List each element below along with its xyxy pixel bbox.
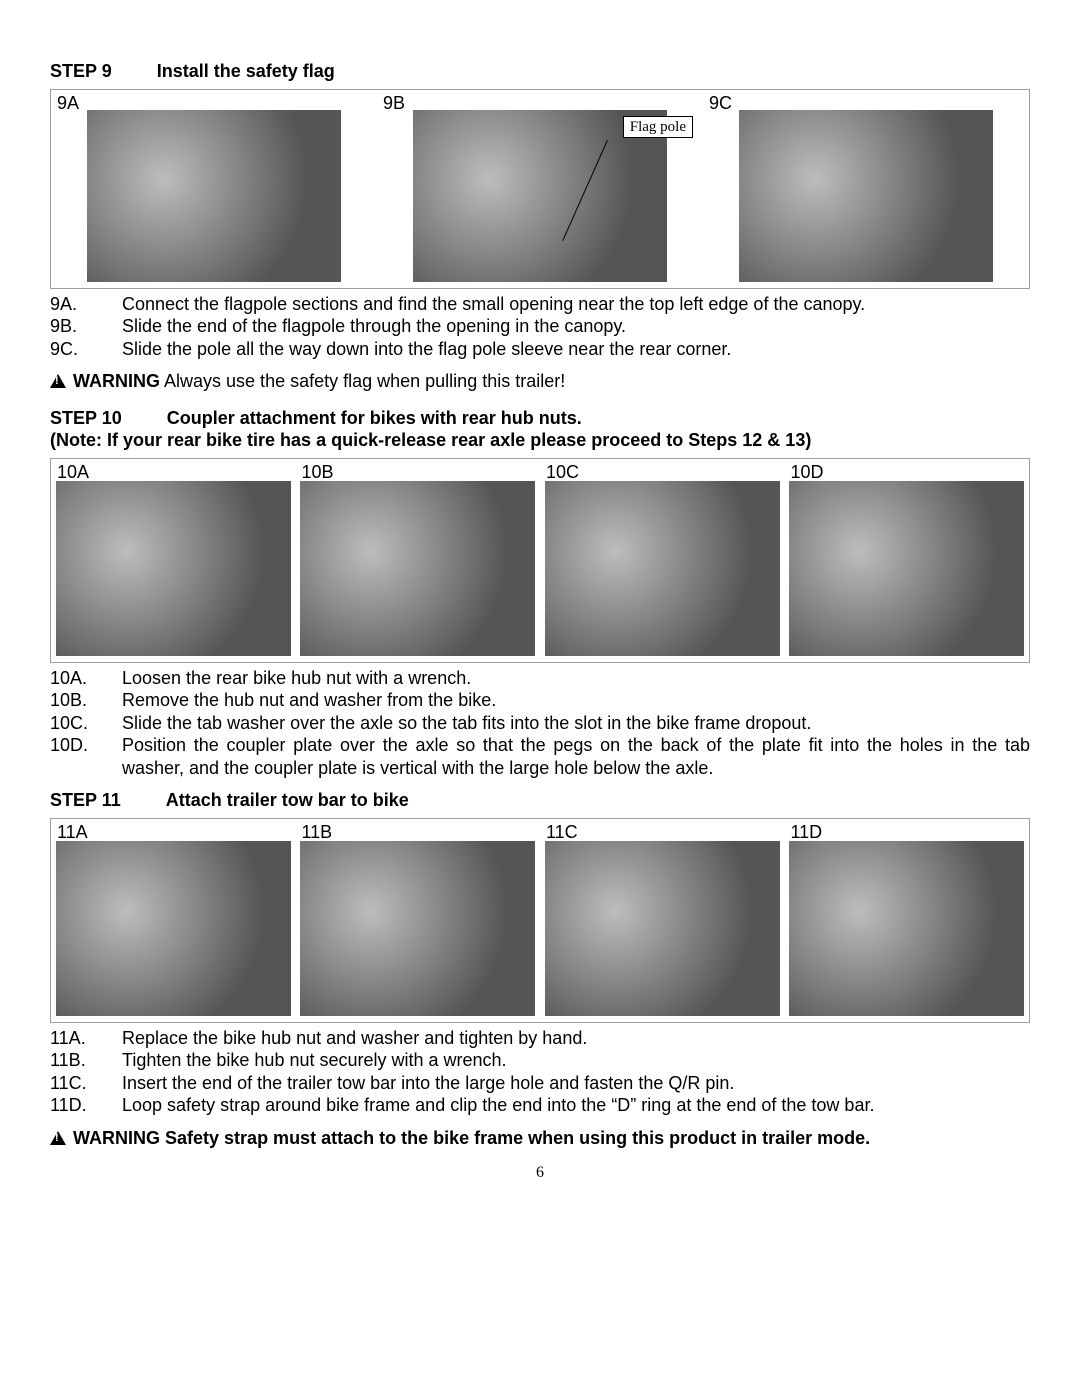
fig-10d: 10D — [785, 459, 1030, 662]
fig-11a-label: 11A — [57, 821, 88, 844]
step11-warning: WARNING Safety strap must attach to the … — [50, 1127, 1030, 1150]
step10-line-a: 10A. Loosen the rear bike hub nut with a… — [50, 667, 1030, 690]
step9-warning-word: WARNING — [73, 371, 160, 391]
fig-11a: 11A — [51, 819, 296, 1022]
step10-line-b: 10B. Remove the hub nut and washer from … — [50, 689, 1030, 712]
step9-instructions: 9A. Connect the flagpole sections and fi… — [50, 293, 1030, 361]
step9-line-b: 9B. Slide the end of the flagpole throug… — [50, 315, 1030, 338]
warning-icon — [50, 374, 66, 388]
fig-11c-label: 11C — [546, 821, 578, 844]
step10-instructions: 10A. Loosen the rear bike hub nut with a… — [50, 667, 1030, 780]
step10-figure-row: 10A 10B 10C 10D — [50, 458, 1030, 663]
step11-line-d: 11D. Loop safety strap around bike frame… — [50, 1094, 1030, 1117]
fig-9a: 9A — [51, 90, 377, 288]
flag-pole-callout: Flag pole — [623, 116, 693, 139]
step9-heading: STEP 9 Install the safety flag — [50, 60, 1030, 83]
step10-title: Coupler attachment for bikes with rear h… — [167, 408, 582, 428]
step9b-text: Slide the end of the flagpole through th… — [122, 315, 1030, 338]
step9-figure-row: 9A 9B Flag pole 9C — [50, 89, 1030, 289]
fig-9a-label: 9A — [57, 92, 79, 115]
step10-line-d: 10D. Position the coupler plate over the… — [50, 734, 1030, 779]
step11-figure-row: 11A 11B 11C 11D — [50, 818, 1030, 1023]
fig-11b-label: 11B — [302, 821, 333, 844]
fig-10d-label: 10D — [791, 461, 824, 484]
fig-9a-image — [87, 110, 341, 282]
step10b-text: Remove the hub nut and washer from the b… — [122, 689, 1030, 712]
step11-label: STEP 11 — [50, 790, 121, 810]
step10d-label: 10D. — [50, 734, 122, 779]
fig-10c-label: 10C — [546, 461, 579, 484]
fig-10a-image — [56, 481, 291, 656]
fig-10b: 10B — [296, 459, 541, 662]
fig-11b: 11B — [296, 819, 541, 1022]
step9-line-a: 9A. Connect the flagpole sections and fi… — [50, 293, 1030, 316]
fig-10c: 10C — [540, 459, 785, 662]
fig-10b-label: 10B — [302, 461, 334, 484]
step10d-text: Position the coupler plate over the axle… — [122, 734, 1030, 779]
fig-9b: 9B Flag pole — [377, 90, 703, 288]
step11c-label: 11C. — [50, 1072, 122, 1095]
step10c-text: Slide the tab washer over the axle so th… — [122, 712, 1030, 735]
step11b-label: 11B. — [50, 1049, 122, 1072]
step11-warning-text: Safety strap must attach to the bike fra… — [160, 1128, 870, 1148]
fig-10a-label: 10A — [57, 461, 89, 484]
fig-9b-label: 9B — [383, 92, 405, 115]
fig-11d-image — [789, 841, 1024, 1016]
fig-10b-image — [300, 481, 535, 656]
step11-heading: STEP 11 Attach trailer tow bar to bike — [50, 789, 1030, 812]
step10a-label: 10A. — [50, 667, 122, 690]
fig-11a-image — [56, 841, 291, 1016]
step10b-label: 10B. — [50, 689, 122, 712]
step11c-text: Insert the end of the trailer tow bar in… — [122, 1072, 1030, 1095]
fig-11d-label: 11D — [791, 821, 823, 844]
step9-label: STEP 9 — [50, 61, 112, 81]
step11a-label: 11A. — [50, 1027, 122, 1050]
step11-line-c: 11C. Insert the end of the trailer tow b… — [50, 1072, 1030, 1095]
step11-line-b: 11B. Tighten the bike hub nut securely w… — [50, 1049, 1030, 1072]
step11b-text: Tighten the bike hub nut securely with a… — [122, 1049, 1030, 1072]
step9b-label: 9B. — [50, 315, 122, 338]
step9-title: Install the safety flag — [157, 61, 335, 81]
fig-11d: 11D — [785, 819, 1030, 1022]
fig-10d-image — [789, 481, 1024, 656]
step9a-text: Connect the flagpole sections and find t… — [122, 293, 1030, 316]
step11-line-a: 11A. Replace the bike hub nut and washer… — [50, 1027, 1030, 1050]
fig-9c: 9C — [703, 90, 1029, 288]
step9-warning: WARNING Always use the safety flag when … — [50, 370, 1030, 393]
step9a-label: 9A. — [50, 293, 122, 316]
fig-9c-label: 9C — [709, 92, 732, 115]
step9c-label: 9C. — [50, 338, 122, 361]
step9-warning-text: Always use the safety flag when pulling … — [160, 371, 565, 391]
fig-10c-image — [545, 481, 780, 656]
step10-label: STEP 10 — [50, 408, 122, 428]
step11d-text: Loop safety strap around bike frame and … — [122, 1094, 1030, 1117]
step10a-text: Loosen the rear bike hub nut with a wren… — [122, 667, 1030, 690]
warning-icon — [50, 1131, 66, 1145]
step11-title: Attach trailer tow bar to bike — [166, 790, 409, 810]
step10-line-c: 10C. Slide the tab washer over the axle … — [50, 712, 1030, 735]
step9c-text: Slide the pole all the way down into the… — [122, 338, 1030, 361]
page-number: 6 — [50, 1163, 1030, 1183]
fig-11b-image — [300, 841, 535, 1016]
step10-heading: STEP 10 Coupler attachment for bikes wit… — [50, 407, 1030, 430]
step10-note: (Note: If your rear bike tire has a quic… — [50, 429, 1030, 452]
step11-warning-word: WARNING — [73, 1128, 160, 1148]
fig-11c-image — [545, 841, 780, 1016]
step11a-text: Replace the bike hub nut and washer and … — [122, 1027, 1030, 1050]
fig-11c: 11C — [540, 819, 785, 1022]
step10c-label: 10C. — [50, 712, 122, 735]
fig-9c-image — [739, 110, 993, 282]
step9-line-c: 9C. Slide the pole all the way down into… — [50, 338, 1030, 361]
step11d-label: 11D. — [50, 1094, 122, 1117]
step11-instructions: 11A. Replace the bike hub nut and washer… — [50, 1027, 1030, 1117]
fig-10a: 10A — [51, 459, 296, 662]
manual-page: STEP 9 Install the safety flag 9A 9B Fla… — [0, 0, 1080, 1397]
